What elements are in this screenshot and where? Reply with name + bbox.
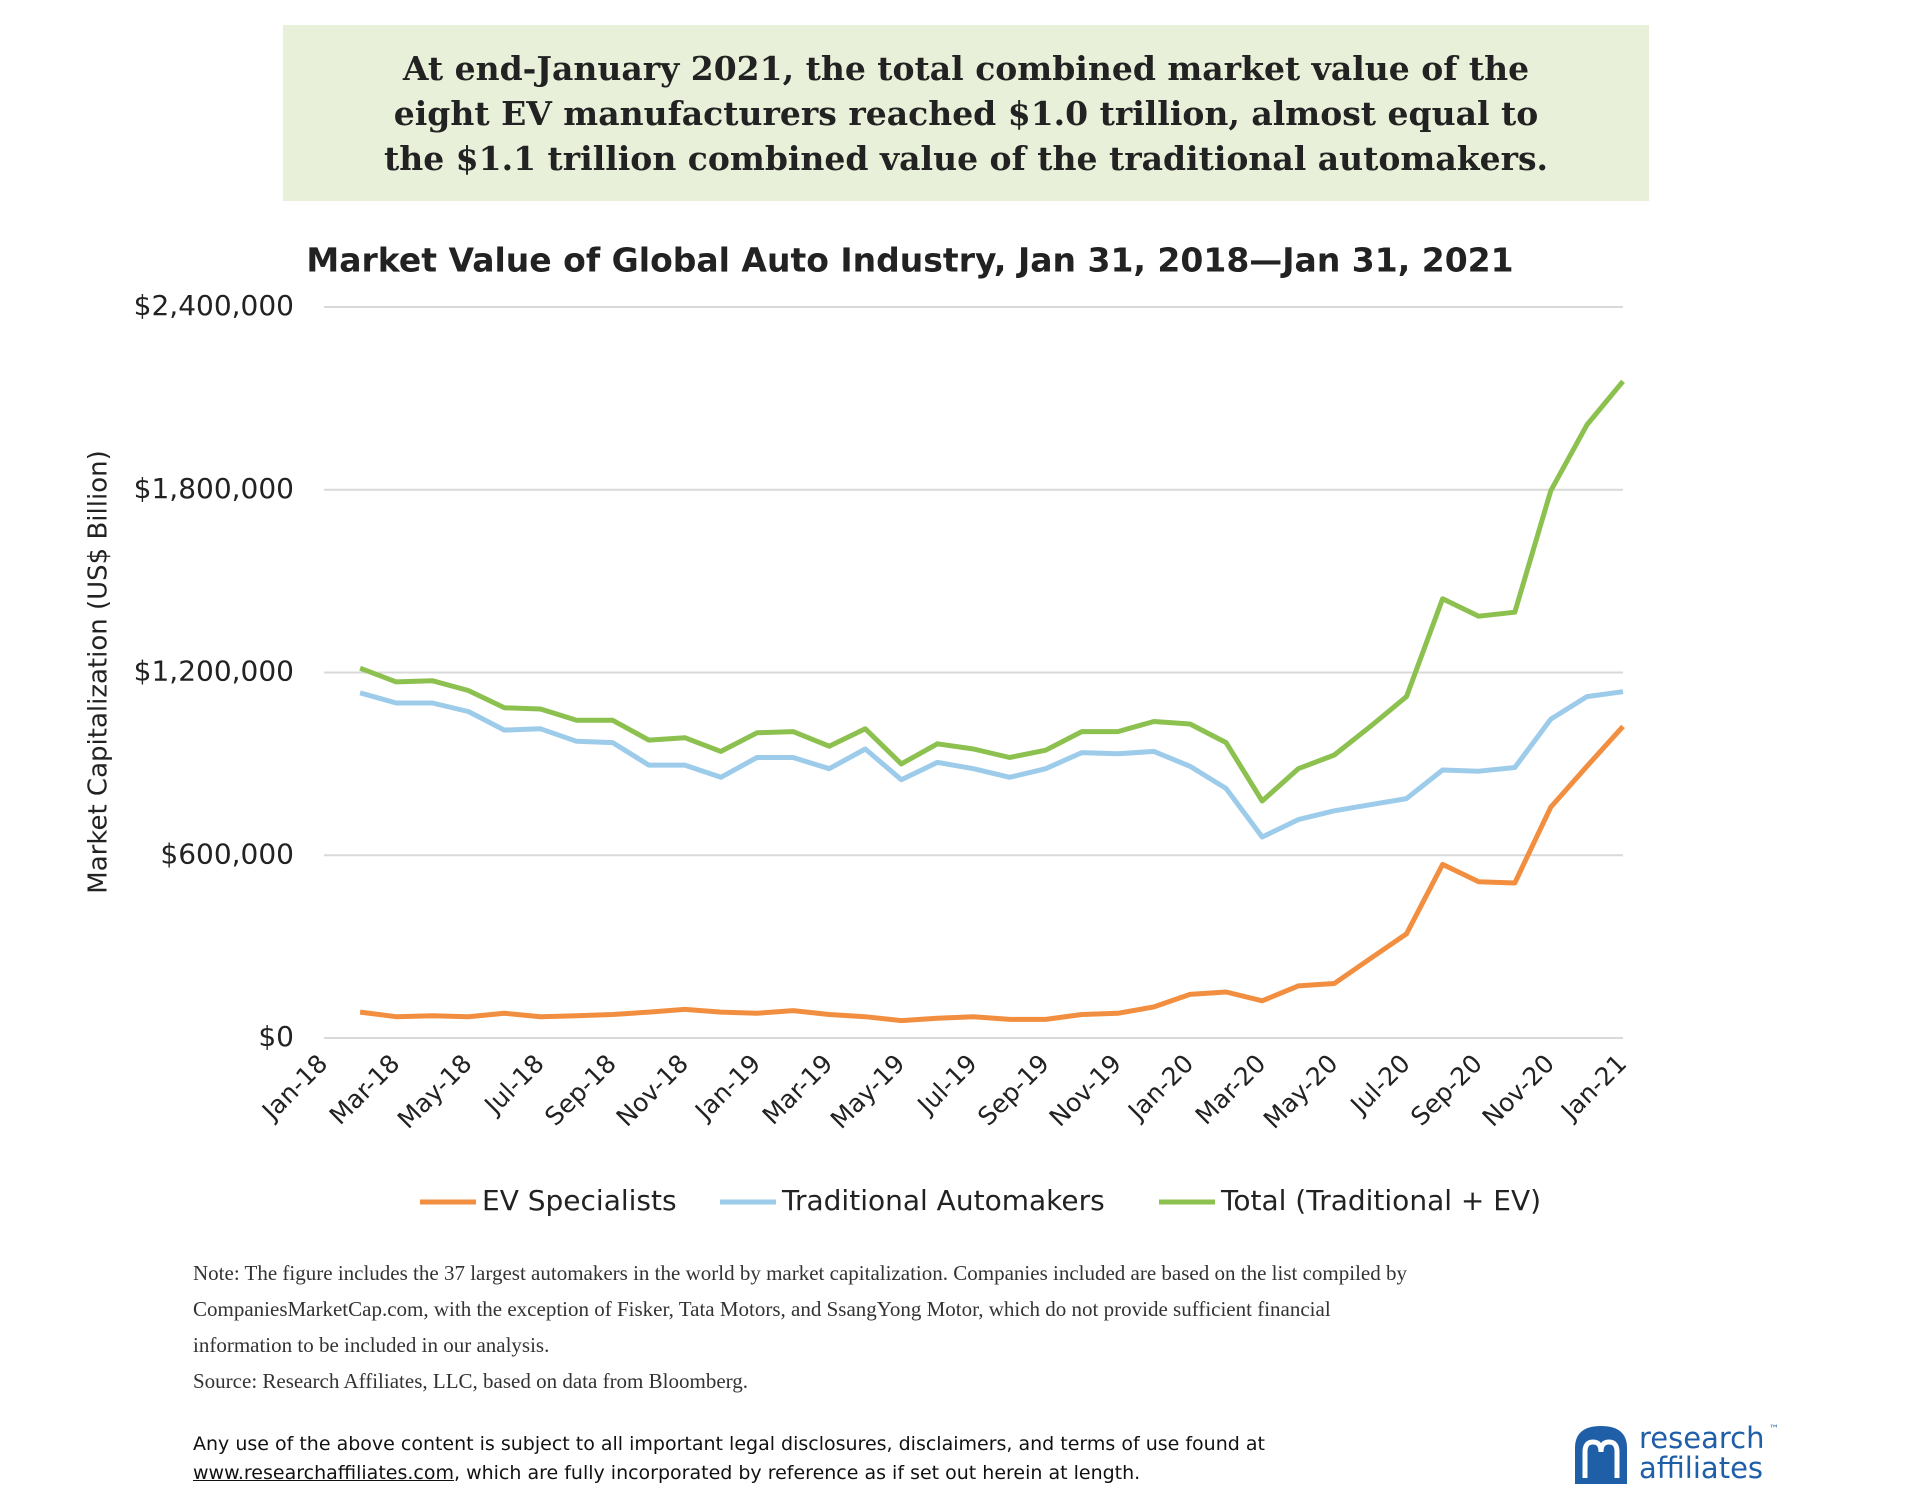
note: Note: The figure includes the 37 largest… (193, 1255, 1407, 1399)
legend-label: EV Specialists (482, 1184, 677, 1217)
x-tick-label: Sep-20 (1405, 1049, 1488, 1132)
series-line (359, 689, 1624, 840)
x-tick-label: Jan-20 (1121, 1049, 1199, 1127)
x-tick-label: May-19 (825, 1049, 911, 1135)
x-tick-label: Sep-19 (972, 1049, 1055, 1132)
logo-text: affiliates (1639, 1451, 1763, 1485)
legend-label: Traditional Automakers (781, 1184, 1105, 1217)
y-tick-label: $600,000 (160, 837, 294, 870)
link[interactable]: www.researchaffiliates.com (193, 1462, 454, 1484)
source: Source: Research Affiliates, LLC, based … (193, 1369, 749, 1393)
y-axis-title: Market Capitalization (US$ Billion) (84, 450, 114, 893)
series-line (359, 379, 1625, 804)
logo: research ™ affiliates (1575, 1421, 1779, 1485)
y-tick-label: $0 (258, 1020, 294, 1053)
x-tick-label: Sep-18 (539, 1049, 622, 1132)
disclaimer-line: www.researchaffiliates.com, which are fu… (193, 1459, 1265, 1488)
disclaimer: Any use of the above content is subject … (193, 1430, 1265, 1488)
note-line: information to be included in our analys… (193, 1333, 550, 1357)
x-tick-label: Mar-20 (1190, 1049, 1272, 1131)
y-tick-label: $1,200,000 (134, 655, 294, 688)
legend-label: Total (Traditional + EV) (1220, 1184, 1541, 1217)
x-tick-label: Jan-19 (688, 1049, 766, 1127)
y-tick-label: $1,800,000 (134, 472, 294, 505)
header-box: At end-January 2021, the total combined … (283, 25, 1649, 201)
x-tick-label: Nov-18 (611, 1049, 694, 1132)
x-tick-label: Mar-19 (757, 1049, 839, 1131)
x-tick-label: Jan-18 (255, 1049, 333, 1127)
x-tick-label: Nov-20 (1477, 1049, 1560, 1132)
note-line: Note: The figure includes the 37 largest… (193, 1261, 1407, 1285)
disclaimer-line: Any use of the above content is subject … (193, 1433, 1265, 1455)
x-tick-label: May-18 (392, 1049, 478, 1135)
x-tick-label: Nov-19 (1044, 1049, 1127, 1132)
logo-text: research (1639, 1421, 1764, 1455)
disclaimer-text: , which are fully incorporated by refere… (453, 1462, 1141, 1484)
header-text: At end-January 2021, the total combined … (383, 48, 1549, 178)
y-tick-label: $2,400,000 (134, 289, 294, 322)
note-line: CompaniesMarketCap.com, with the excepti… (193, 1297, 1331, 1321)
x-tick-label: May-20 (1258, 1049, 1344, 1135)
logo-tm: ™ (1769, 1424, 1779, 1435)
logo-glyph (1582, 1439, 1620, 1478)
series-line (359, 724, 1625, 1024)
x-tick-label: Mar-18 (324, 1049, 406, 1131)
chart: Market Value of Global Auto Industry, Ja… (84, 241, 1633, 1218)
chart-title: Market Value of Global Auto Industry, Ja… (306, 241, 1513, 280)
x-tick-label: Jan-21 (1554, 1049, 1632, 1127)
